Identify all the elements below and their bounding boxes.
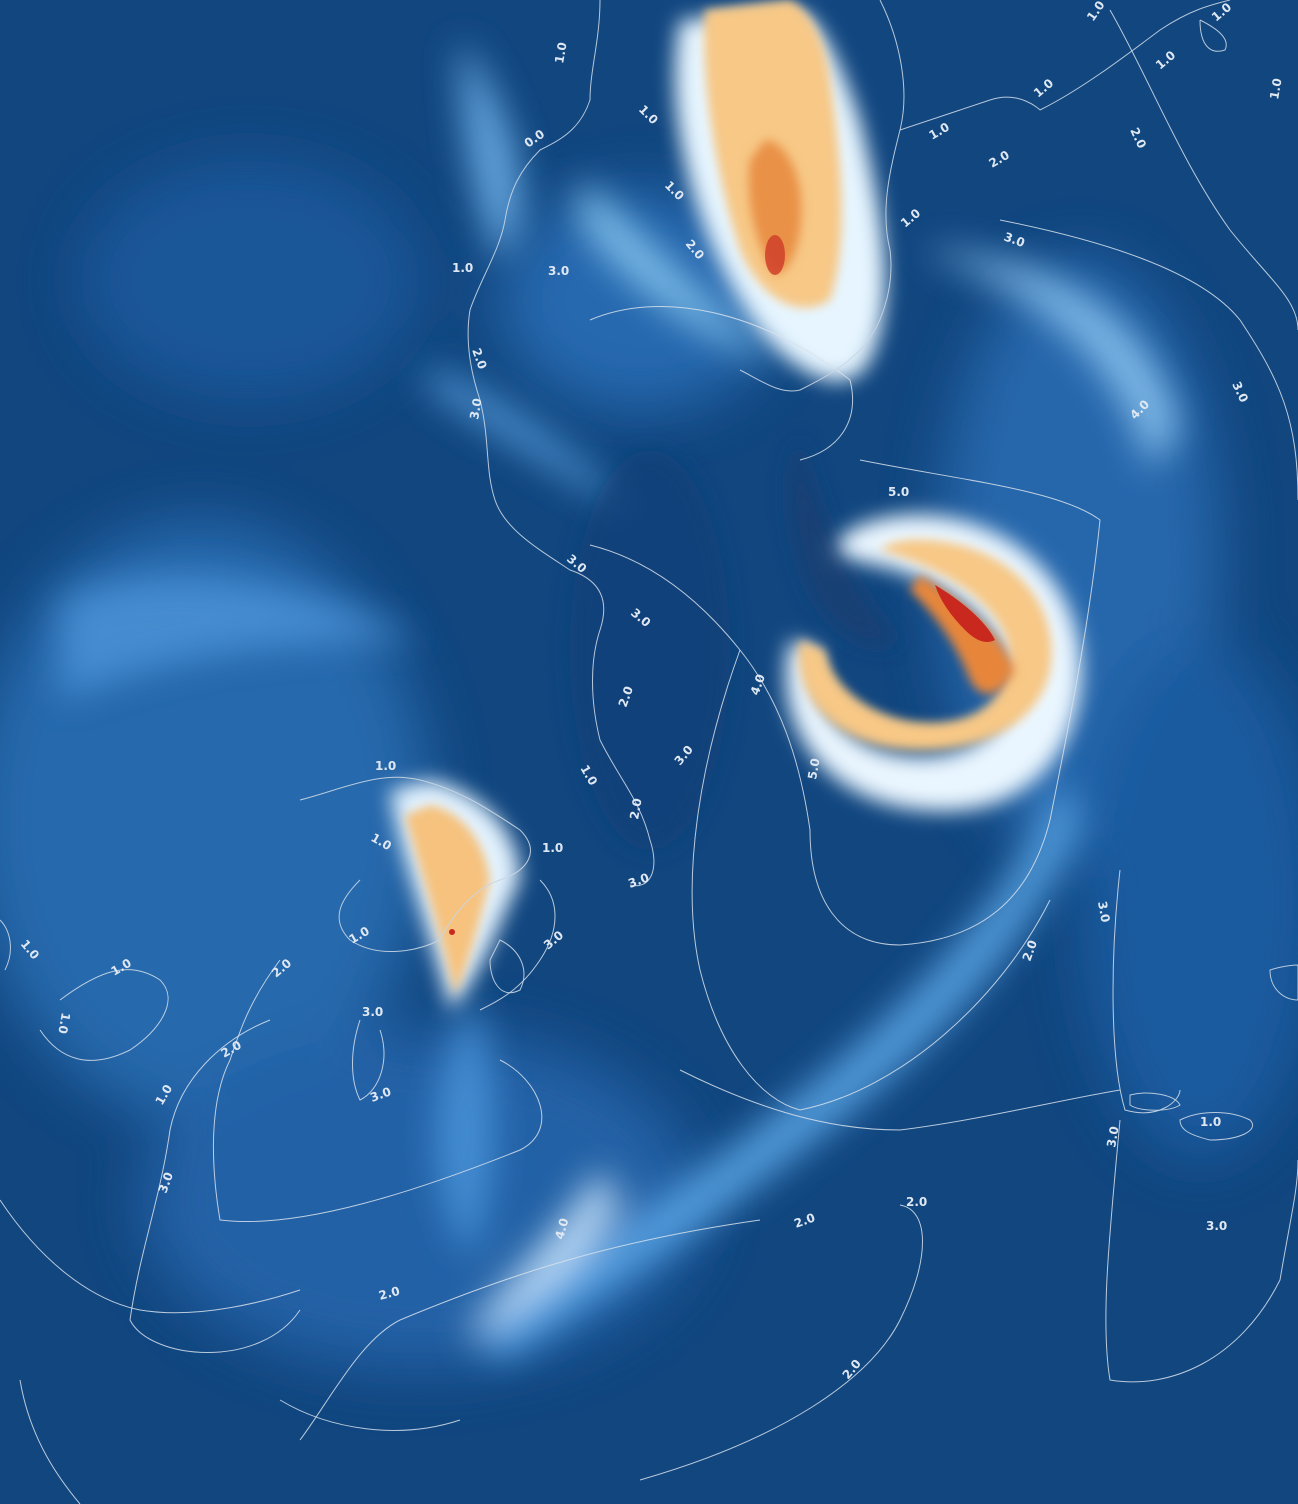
contour-label: 4.0 xyxy=(552,1217,571,1241)
contour-label: 2.0 xyxy=(906,1195,927,1209)
contour-label: 3.0 xyxy=(362,1005,383,1019)
contour-label: 3.0 xyxy=(1104,1125,1121,1148)
contour-label: 3.0 xyxy=(1206,1219,1227,1233)
contour-label: 4.0 xyxy=(748,672,768,697)
contour-label: 2.0 xyxy=(377,1284,401,1303)
contour-label: 2.0 xyxy=(616,684,636,709)
contour-labels: 1.0 1.0 1.0 1.0 1.0 1.0 1.0 1.0 0.0 1.0 … xyxy=(18,0,1285,1382)
field-hot-layer xyxy=(748,140,1015,694)
contour-label: 2.0 xyxy=(792,1210,817,1230)
contour-label: 1.0 xyxy=(1267,77,1284,100)
field-peak-layer xyxy=(449,235,995,935)
coastlines xyxy=(0,0,1298,1141)
contour-label: 5.0 xyxy=(888,485,909,499)
contour-label: 2.0 xyxy=(627,797,644,820)
contour-label: 1.0 xyxy=(375,759,396,773)
contour-label: 1.0 xyxy=(452,261,473,275)
contour-label: 1.0 xyxy=(1200,1115,1221,1129)
contour-label: 3.0 xyxy=(368,1084,393,1104)
contour-label: 3.0 xyxy=(626,870,651,890)
contour-label: 3.0 xyxy=(1002,230,1027,250)
contour-label: 3.0 xyxy=(156,1170,176,1195)
contour-label: 3.0 xyxy=(1095,900,1112,923)
field-dark-channel xyxy=(570,440,900,850)
contour-label: 2.0 xyxy=(469,346,489,371)
contour-label: 3.0 xyxy=(548,264,569,278)
contour-label: 2.0 xyxy=(1020,938,1040,963)
field-mid-layer xyxy=(60,40,1180,1357)
contour-label: 1.0 xyxy=(552,41,569,64)
contour-label: 1.0 xyxy=(542,841,563,855)
contour-label: 1.0 xyxy=(55,1011,72,1034)
contour-label: 3.0 xyxy=(467,397,484,420)
contour-label: 5.0 xyxy=(805,757,822,780)
contour-lines xyxy=(0,9,1298,1504)
